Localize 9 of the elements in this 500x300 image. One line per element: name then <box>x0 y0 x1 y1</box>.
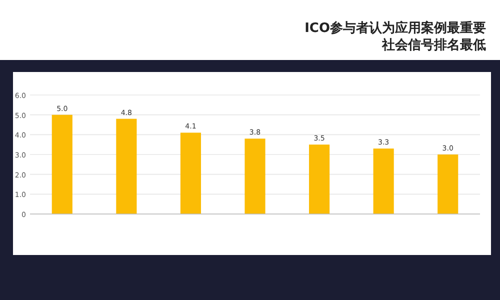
bar <box>373 148 394 214</box>
bar <box>438 154 458 214</box>
chart-subtitle: 社会信号排名最低 <box>381 37 486 53</box>
bar <box>116 118 137 214</box>
bar <box>244 138 266 214</box>
bar <box>309 144 330 214</box>
bar <box>180 132 201 214</box>
bar <box>52 114 72 214</box>
chart-title: ICO参与者认为应用案例最重要 <box>304 20 486 36</box>
